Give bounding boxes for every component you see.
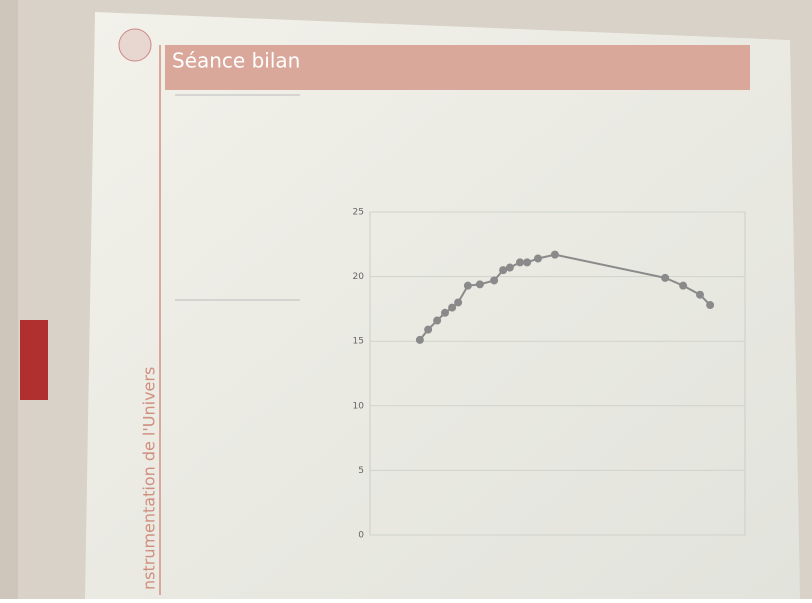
point: [506, 264, 514, 272]
y-tick-label: 20: [353, 272, 365, 282]
point: [424, 326, 432, 334]
point: [679, 282, 687, 290]
slide-title: Séance bilan: [172, 49, 300, 73]
point: [696, 291, 704, 299]
sidebar-text: nstrumentation de l'Univers: [140, 367, 159, 590]
y-tick-label: 10: [353, 401, 365, 411]
wall-box: [20, 320, 48, 400]
y-tick-label: 15: [353, 337, 364, 347]
point: [706, 301, 714, 309]
point: [476, 280, 484, 288]
point: [551, 251, 559, 259]
y-tick-label: 25: [353, 208, 364, 218]
point: [454, 298, 462, 306]
point: [516, 258, 524, 266]
point: [523, 258, 531, 266]
logo: [119, 29, 151, 61]
photo: Séance bilan nstrumentation de l'Univers…: [0, 0, 812, 599]
y-tick-label: 0: [358, 531, 364, 541]
point: [534, 255, 542, 263]
projection: [85, 12, 800, 599]
point: [416, 336, 424, 344]
point: [661, 274, 669, 282]
point: [433, 317, 441, 325]
point: [464, 282, 472, 290]
point: [490, 276, 498, 284]
page: Séance bilan nstrumentation de l'Univers…: [0, 0, 812, 599]
point: [441, 309, 449, 317]
y-tick-label: 5: [358, 466, 364, 476]
